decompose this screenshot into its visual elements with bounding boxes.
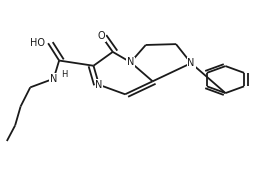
Text: N: N <box>188 58 195 68</box>
Text: HO: HO <box>30 38 45 48</box>
Text: N: N <box>127 57 134 67</box>
Text: O: O <box>98 31 106 41</box>
Text: H: H <box>61 70 67 79</box>
Text: N: N <box>50 74 57 84</box>
Text: N: N <box>95 80 103 90</box>
